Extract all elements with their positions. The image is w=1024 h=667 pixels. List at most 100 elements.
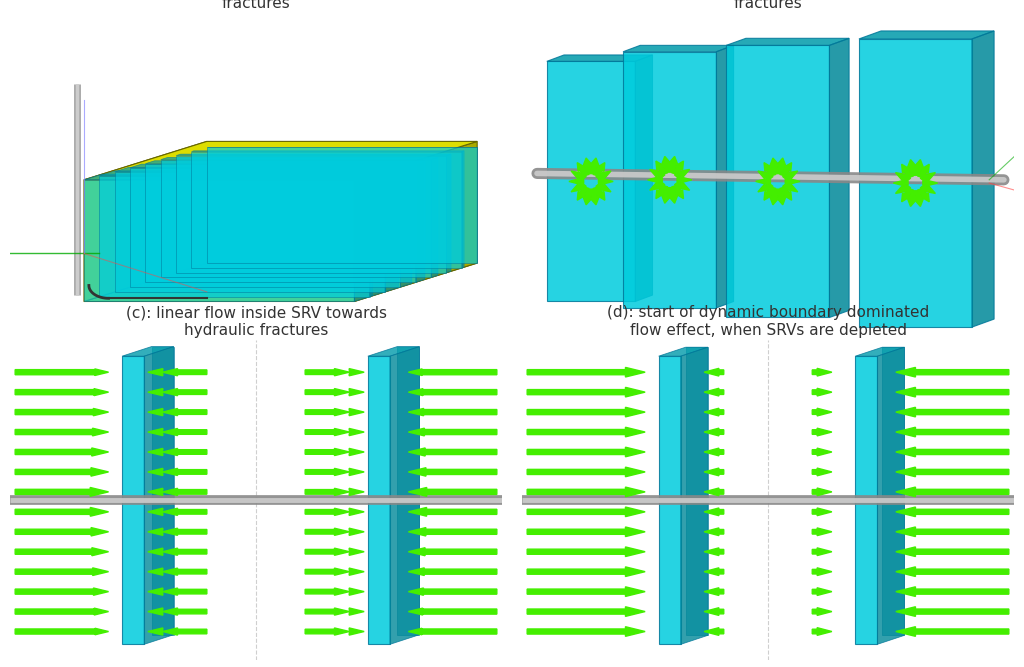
- Polygon shape: [368, 347, 420, 356]
- Polygon shape: [115, 167, 399, 171]
- Polygon shape: [547, 55, 652, 61]
- FancyArrow shape: [305, 608, 349, 615]
- FancyArrow shape: [15, 568, 109, 576]
- FancyArrow shape: [349, 608, 365, 615]
- Polygon shape: [368, 356, 390, 644]
- FancyArrow shape: [705, 568, 724, 576]
- FancyArrow shape: [677, 177, 692, 183]
- FancyArrow shape: [147, 428, 163, 436]
- FancyArrow shape: [705, 548, 724, 556]
- FancyArrow shape: [349, 408, 365, 416]
- FancyArrow shape: [812, 548, 831, 556]
- Polygon shape: [829, 38, 849, 317]
- FancyArrow shape: [764, 187, 776, 200]
- FancyArrow shape: [147, 448, 163, 456]
- Polygon shape: [144, 347, 174, 644]
- FancyArrow shape: [409, 548, 497, 556]
- Polygon shape: [130, 167, 400, 287]
- FancyArrow shape: [812, 568, 831, 576]
- FancyArrow shape: [812, 628, 831, 636]
- Polygon shape: [431, 157, 438, 277]
- FancyArrow shape: [571, 171, 587, 179]
- FancyArrow shape: [656, 185, 668, 199]
- FancyArrow shape: [896, 173, 910, 181]
- Polygon shape: [883, 348, 904, 636]
- FancyArrow shape: [758, 171, 773, 179]
- FancyArrow shape: [527, 627, 645, 636]
- FancyArrow shape: [349, 568, 365, 575]
- FancyArrow shape: [593, 187, 605, 200]
- FancyArrow shape: [705, 368, 724, 376]
- Title: (b): radial flow inside hydraulic
fractures: (b): radial flow inside hydraulic fractu…: [649, 0, 887, 11]
- Polygon shape: [145, 161, 425, 163]
- FancyArrow shape: [147, 508, 163, 516]
- FancyArrow shape: [896, 388, 1009, 397]
- FancyArrow shape: [812, 508, 831, 516]
- FancyArrow shape: [705, 608, 724, 616]
- FancyArrow shape: [647, 177, 663, 183]
- FancyArrow shape: [15, 389, 109, 396]
- FancyArrow shape: [409, 369, 497, 376]
- FancyArrow shape: [668, 187, 678, 203]
- FancyArrow shape: [163, 468, 207, 476]
- Polygon shape: [681, 348, 708, 644]
- FancyArrow shape: [812, 608, 831, 616]
- FancyArrow shape: [527, 408, 645, 417]
- FancyArrow shape: [812, 528, 831, 536]
- FancyArrow shape: [896, 467, 1009, 477]
- Polygon shape: [658, 348, 708, 356]
- FancyArrow shape: [349, 488, 365, 496]
- FancyArrow shape: [896, 447, 1009, 457]
- FancyArrow shape: [163, 389, 207, 396]
- FancyArrow shape: [896, 547, 1009, 556]
- FancyArrow shape: [812, 488, 831, 496]
- FancyArrow shape: [349, 628, 365, 635]
- FancyArrow shape: [163, 408, 207, 416]
- FancyArrow shape: [896, 567, 1009, 576]
- FancyArrow shape: [668, 157, 678, 172]
- FancyArrow shape: [163, 488, 207, 496]
- FancyArrow shape: [672, 185, 683, 199]
- FancyArrow shape: [349, 468, 365, 476]
- Polygon shape: [623, 45, 733, 52]
- FancyArrow shape: [15, 588, 109, 595]
- FancyArrow shape: [907, 191, 918, 206]
- FancyArrow shape: [305, 389, 349, 396]
- FancyArrow shape: [349, 508, 365, 516]
- FancyArrow shape: [893, 180, 908, 186]
- FancyArrow shape: [163, 428, 207, 436]
- FancyArrow shape: [409, 628, 497, 635]
- FancyArrow shape: [409, 448, 497, 456]
- FancyArrow shape: [598, 178, 613, 185]
- FancyArrow shape: [409, 408, 497, 416]
- FancyArrow shape: [583, 189, 593, 205]
- FancyArrow shape: [770, 189, 779, 205]
- Polygon shape: [686, 348, 708, 636]
- FancyArrow shape: [596, 183, 611, 192]
- FancyArrow shape: [705, 408, 724, 416]
- Title: (c): linear flow inside SRV towards
hydraulic fractures: (c): linear flow inside SRV towards hydr…: [126, 305, 386, 338]
- FancyArrow shape: [596, 171, 611, 179]
- FancyArrow shape: [147, 628, 163, 635]
- Polygon shape: [161, 159, 431, 277]
- Polygon shape: [390, 347, 420, 644]
- Polygon shape: [84, 174, 373, 180]
- Polygon shape: [161, 157, 438, 159]
- FancyArrow shape: [705, 428, 724, 436]
- FancyArrow shape: [305, 628, 349, 635]
- FancyArrow shape: [662, 187, 672, 203]
- FancyArrow shape: [15, 468, 109, 476]
- FancyArrow shape: [675, 182, 689, 190]
- FancyArrow shape: [349, 369, 365, 376]
- FancyArrow shape: [147, 528, 163, 536]
- FancyArrow shape: [527, 447, 645, 457]
- FancyArrow shape: [913, 191, 924, 206]
- FancyArrow shape: [163, 588, 207, 595]
- FancyArrow shape: [896, 527, 1009, 536]
- FancyArrow shape: [305, 408, 349, 416]
- Polygon shape: [855, 356, 878, 644]
- FancyArrow shape: [349, 448, 365, 456]
- Polygon shape: [726, 38, 849, 45]
- FancyArrow shape: [349, 548, 365, 556]
- FancyArrow shape: [705, 448, 724, 456]
